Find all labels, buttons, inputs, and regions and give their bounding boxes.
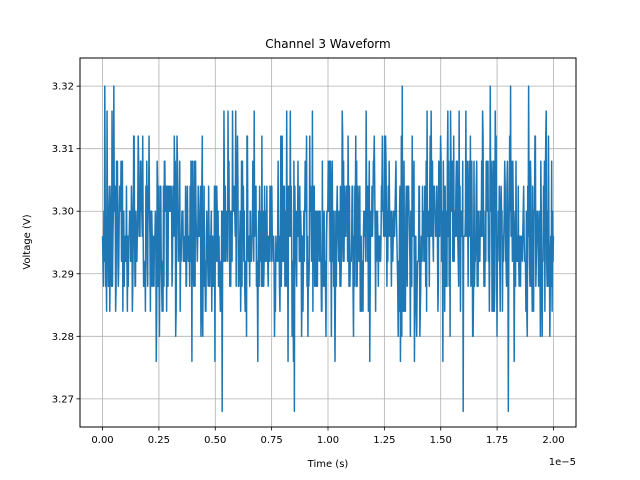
x-tick-label: 1.25 <box>373 435 395 446</box>
series-layer <box>101 85 555 413</box>
x-tick-label: 0.75 <box>261 435 283 446</box>
x-tick-label: 0.00 <box>91 435 113 446</box>
x-axis-label: Time (s) <box>307 459 349 470</box>
x-axis-offset-label: 1e−5 <box>549 457 576 468</box>
x-tick-label: 1.75 <box>486 435 508 446</box>
y-tick-label: 3.32 <box>52 82 74 93</box>
x-axis-ticks: 0.00 0.25 0.50 0.75 1.00 1.25 1.50 1.75 2.00 <box>91 427 565 446</box>
x-tick-label: 1.00 <box>317 435 339 446</box>
y-tick-label: 3.30 <box>52 207 74 218</box>
y-tick-label: 3.31 <box>52 144 74 155</box>
grid-lines <box>80 58 576 427</box>
x-tick-label: 1.50 <box>430 435 452 446</box>
y-axis-ticks: 3.27 3.28 3.29 3.30 3.31 3.32 <box>52 82 80 405</box>
x-tick-label: 2.00 <box>542 435 564 446</box>
y-axis-label: Voltage (V) <box>22 214 33 269</box>
y-tick-label: 3.28 <box>52 332 74 343</box>
chart-title: Channel 3 Waveform <box>265 37 390 51</box>
y-tick-label: 3.27 <box>52 394 74 405</box>
x-tick-label: 0.25 <box>148 435 170 446</box>
voltage-series-line <box>101 85 555 413</box>
y-tick-label: 3.29 <box>52 269 74 280</box>
x-tick-label: 0.50 <box>204 435 226 446</box>
